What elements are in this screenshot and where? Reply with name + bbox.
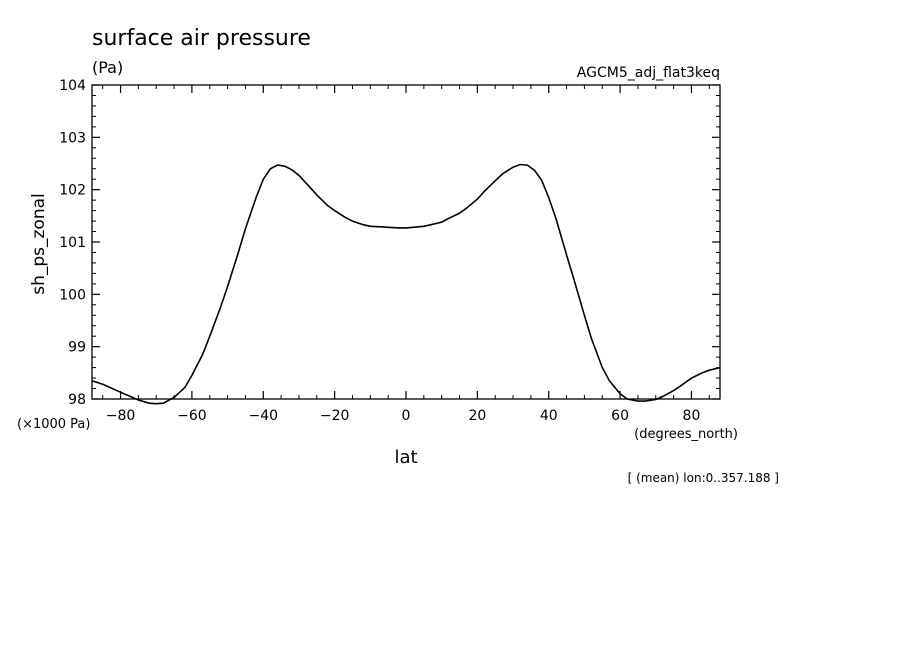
chart-title: surface air pressure: [92, 26, 311, 51]
run-label: AGCM5_adj_flat3keq: [577, 65, 720, 81]
x-tick-label: −60: [177, 408, 207, 424]
x-tick-label: −80: [106, 408, 136, 424]
y-tick-label: 99: [68, 340, 86, 356]
y-tick-label: 101: [59, 235, 86, 251]
plot-frame: [91, 84, 721, 400]
y-scale-label: (×1000 Pa): [17, 417, 90, 432]
x-tick-label: −40: [248, 408, 278, 424]
x-tick-label: 0: [402, 408, 411, 424]
y-tick-label: 102: [59, 183, 86, 199]
y-tick-label: 104: [59, 78, 86, 94]
y-tick-label: 103: [59, 130, 86, 146]
x-tick-label: 40: [540, 408, 558, 424]
units-label: (Pa): [92, 58, 123, 77]
series-line: [91, 163, 721, 405]
x-tick-label: −20: [320, 408, 350, 424]
axis-tick-labels: −80 −60 −40 −20 0 20 40 60 80 98 99 100 101 102 103 104: [59, 78, 700, 424]
y-tick-label: 100: [59, 287, 86, 303]
x-tick-label: 20: [468, 408, 486, 424]
footnote: [ (mean) lon:0..357.188 ]: [628, 471, 779, 485]
axis-ticks: [92, 84, 720, 400]
x-axis-label: lat: [394, 447, 417, 468]
x-tick-label: 80: [683, 408, 701, 424]
y-tick-label: 98: [68, 392, 86, 408]
x-unit-label: (degrees_north): [634, 427, 738, 442]
y-axis-label: sh_ps_zonal: [29, 193, 49, 295]
x-tick-label: 60: [611, 408, 629, 424]
